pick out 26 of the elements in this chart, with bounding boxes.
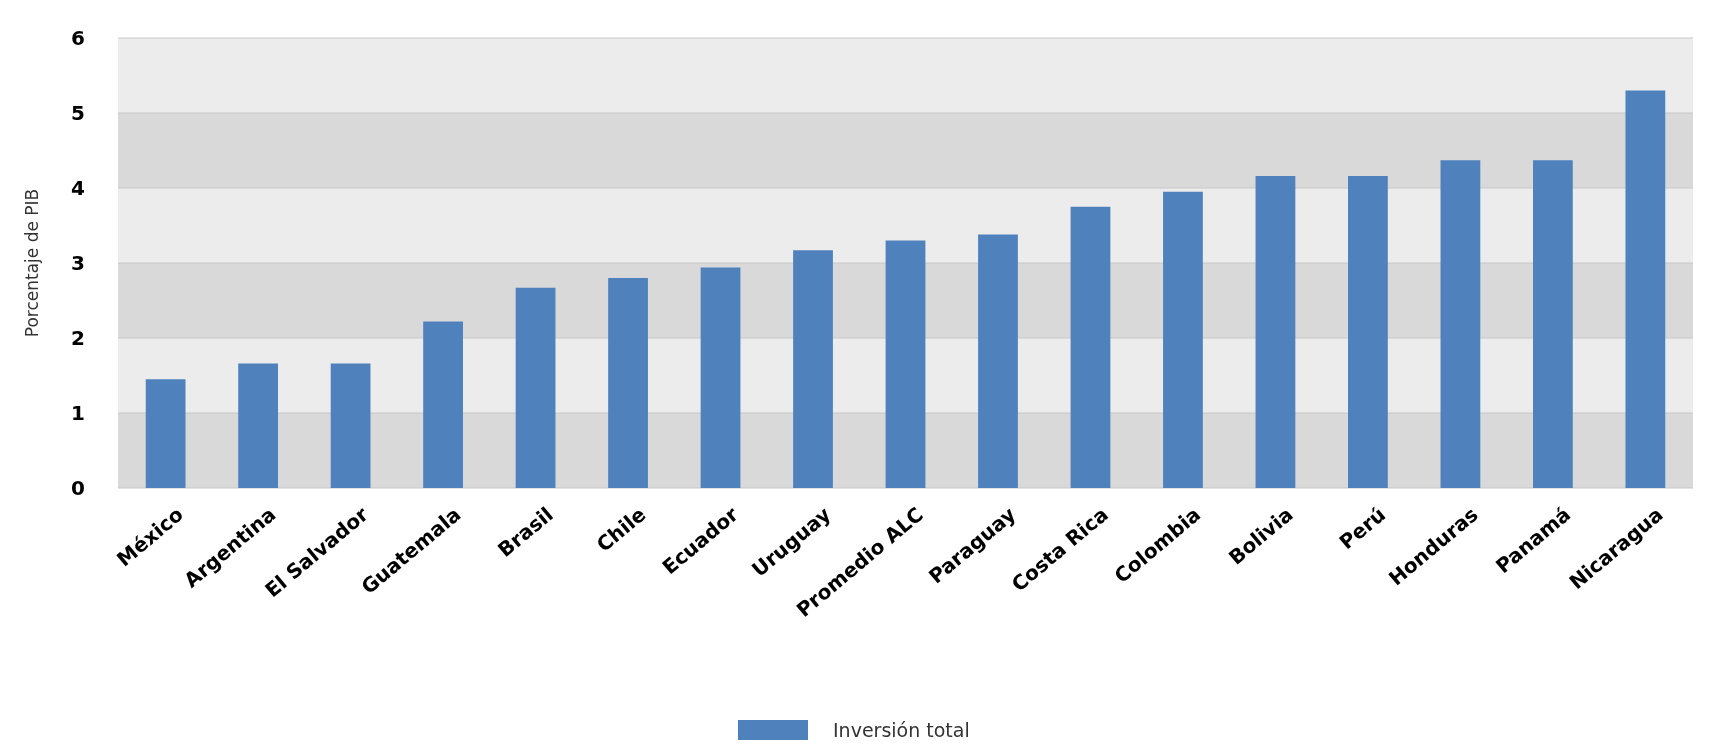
y-tick-label: 1 <box>71 401 85 425</box>
bar <box>1255 176 1296 488</box>
bar <box>1348 176 1388 488</box>
y-tick-label: 2 <box>71 326 85 350</box>
y-tick-label: 3 <box>71 251 85 275</box>
y-tick-label: 6 <box>71 26 85 50</box>
bar <box>1533 160 1573 488</box>
y-axis-title: Porcentaje de PIB <box>22 188 42 338</box>
bar <box>1440 160 1481 488</box>
bar <box>1070 206 1111 488</box>
bar <box>793 250 833 488</box>
bar <box>145 379 186 488</box>
bar <box>515 287 556 488</box>
bar <box>238 363 278 488</box>
legend-label: Inversión total <box>833 718 970 741</box>
bar <box>1625 90 1666 488</box>
bar <box>885 240 926 488</box>
y-tick-label: 0 <box>71 476 85 500</box>
bar <box>608 278 648 488</box>
bar <box>1163 191 1203 488</box>
bar <box>700 267 741 488</box>
y-tick-label: 4 <box>71 176 85 200</box>
y-tick-label: 5 <box>71 101 85 125</box>
bar <box>978 234 1018 488</box>
bar <box>330 363 371 488</box>
bar <box>423 321 463 488</box>
